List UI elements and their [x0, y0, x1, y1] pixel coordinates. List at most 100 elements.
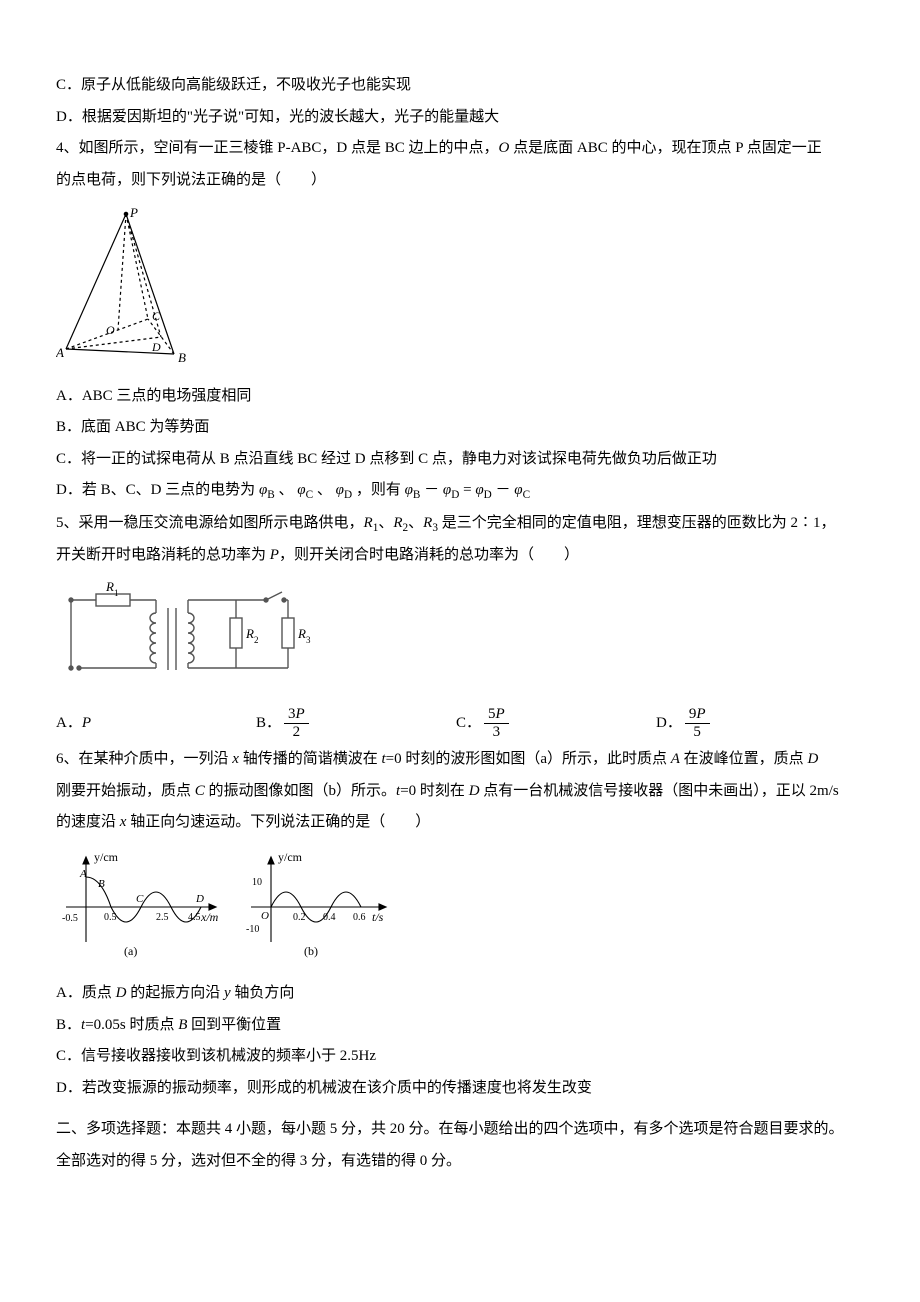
- phi-d: φD: [336, 482, 352, 498]
- q6-2d: 点有一台机械波信号接收器（图中未画出），正以 2m/s: [480, 783, 839, 799]
- q6-1a: 6、在某种介质中，一列沿: [56, 751, 232, 767]
- svg-text:O: O: [261, 910, 269, 922]
- svg-text:C: C: [136, 893, 144, 905]
- q6-option-d: D．若改变振源的振动频率，则形成的机械波在该介质中的传播速度也将发生改变: [56, 1073, 864, 1105]
- q5-R2: R2: [393, 515, 408, 531]
- eq-minus1: －: [424, 482, 439, 498]
- q4-option-c: C．将一正的试探电荷从 B 点沿直线 BC 经过 D 点移到 C 点，静电力对该…: [56, 444, 864, 476]
- q4d-pre: D．若 B、C、D 三点的电势为: [56, 482, 255, 498]
- q5b-pre: B．: [256, 708, 281, 740]
- svg-text:(a): (a): [124, 944, 137, 958]
- section-2-header: 二、多项选择题：本题共 4 小题，每小题 5 分，共 20 分。在每小题给出的四…: [56, 1114, 864, 1177]
- q6a-D: D: [116, 985, 127, 1001]
- q6-2a: 刚要开始振动，质点: [56, 783, 195, 799]
- eq-r1: φD: [475, 482, 491, 498]
- q4-stem-text-1b: 点是底面 ABC 的中心，现在顶点 P 点固定一正: [509, 140, 821, 156]
- q5-options: A． P B． 3P 2 C． 5P 3 D． 9P 5: [56, 706, 864, 740]
- eq-r2: φC: [514, 482, 530, 498]
- q5d-frac: 9P 5: [685, 706, 710, 740]
- q4-option-d: D．若 B、C、D 三点的电势为 φB 、 φC 、 φD ，则有 φB － φ…: [56, 475, 864, 508]
- q3-option-d: D．根据爱因斯坦的"光子说"可知，光的波长越大，光子的能量越大: [56, 102, 864, 134]
- q6-x1: x: [232, 751, 239, 767]
- eq-eq: =: [463, 482, 471, 498]
- q4-stem-text-1: 4、如图所示，空间有一正三棱锥 P-ABC，D 点是 BC 边上的中点，: [56, 140, 499, 156]
- svg-text:A: A: [79, 868, 87, 880]
- q4-option-a: A．ABC 三点的电场强度相同: [56, 381, 864, 413]
- svg-text:-10: -10: [246, 924, 259, 935]
- q4-O-var: O: [499, 140, 510, 156]
- q6-option-a: A．质点 D 的起振方向沿 y 轴负方向: [56, 978, 864, 1010]
- q5-sep2: 、: [408, 515, 423, 531]
- q5c-frac: 5P 3: [484, 706, 509, 740]
- sec2-line1: 二、多项选择题：本题共 4 小题，每小题 5 分，共 20 分。在每小题给出的四…: [56, 1114, 864, 1146]
- svg-text:R2: R2: [245, 626, 258, 645]
- q6-stem-line1: 6、在某种介质中，一列沿 x 轴传播的简谐横波在 t=0 时刻的波形图如图（a）…: [56, 744, 864, 776]
- q6-1b: 轴传播的简谐横波在: [239, 751, 382, 767]
- q6b-end: 回到平衡位置: [187, 1017, 281, 1033]
- q6b-pre: B．: [56, 1017, 81, 1033]
- q5b-frac: 3P 2: [284, 706, 309, 740]
- q6a-pre: A．质点: [56, 985, 116, 1001]
- q5-P: P: [270, 547, 279, 563]
- sep1: 、: [279, 482, 294, 498]
- eq-minus2: －: [496, 482, 511, 498]
- q6-A1: A: [671, 751, 680, 767]
- q4-figure: P A B C D O: [56, 204, 864, 377]
- q6-3a: 的速度沿: [56, 814, 120, 830]
- svg-text:B: B: [178, 350, 186, 364]
- q6-stem-line2: 刚要开始振动，质点 C 的振动图像如图（b）所示。t=0 时刻在 D 点有一台机…: [56, 776, 864, 808]
- q5-stem-line1: 5、采用一稳压交流电源给如图所示电路供电，R1、R2、R3 是三个完全相同的定值…: [56, 508, 864, 541]
- sep2: 、: [317, 482, 332, 498]
- q6-option-c: C．信号接收器接收到该机械波的频率小于 2.5Hz: [56, 1041, 864, 1073]
- svg-text:A: A: [56, 345, 64, 360]
- phi-b: φB: [259, 482, 275, 498]
- q5-option-d: D． 9P 5: [656, 706, 856, 740]
- q5d-pre: D．: [656, 708, 682, 740]
- svg-text:0.5: 0.5: [104, 912, 117, 923]
- q6-1c: =0 时刻的波形图如图（a）所示，此时质点: [386, 751, 671, 767]
- svg-text:C: C: [152, 309, 161, 323]
- q6a-y: y: [224, 985, 231, 1001]
- q5-figure: R1 R2 R3: [56, 580, 864, 703]
- q6-2c: =0 时刻在: [400, 783, 468, 799]
- q6a-mid: 的起振方向沿: [126, 985, 224, 1001]
- q5-option-c: C． 5P 3: [456, 706, 656, 740]
- eq-l1: φB: [405, 482, 421, 498]
- q5-option-b: B． 3P 2: [256, 706, 456, 740]
- svg-text:D: D: [151, 340, 161, 354]
- q6b-mid: =0.05s 时质点: [85, 1017, 178, 1033]
- svg-text:x/m: x/m: [200, 910, 219, 924]
- q5-stem-line2: 开关断开时电路消耗的总功率为 P，则开关闭合时电路消耗的总功率为（ ）: [56, 540, 864, 572]
- q5-option-a: A． P: [56, 708, 256, 740]
- q4-stem-line1: 4、如图所示，空间有一正三棱锥 P-ABC，D 点是 BC 边上的中点，O 点是…: [56, 133, 864, 165]
- q5-stem-2pre: 开关断开时电路消耗的总功率为: [56, 547, 270, 563]
- svg-text:B: B: [98, 878, 105, 890]
- q6-D2: D: [469, 783, 480, 799]
- svg-text:0.2: 0.2: [293, 912, 306, 923]
- svg-text:2.5: 2.5: [156, 912, 169, 923]
- q4-stem-line2: 的点电荷，则下列说法正确的是（ ）: [56, 165, 864, 197]
- q5-sep1: 、: [378, 515, 393, 531]
- q6-1d: 在波峰位置，质点: [680, 751, 808, 767]
- q6-C1: C: [195, 783, 205, 799]
- svg-text:y/cm: y/cm: [278, 850, 303, 864]
- svg-text:10: 10: [252, 877, 262, 888]
- phi-c: φC: [297, 482, 313, 498]
- svg-text:0.4: 0.4: [323, 912, 336, 923]
- q6-3b: 轴正向匀速运动。下列说法正确的是（ ）: [126, 814, 430, 830]
- svg-text:P: P: [129, 205, 138, 220]
- svg-text:0.6: 0.6: [353, 912, 366, 923]
- eq-l2: φD: [443, 482, 459, 498]
- svg-text:O: O: [106, 323, 115, 337]
- q6a-end: 轴负方向: [231, 985, 295, 1001]
- q5a-pre: A．: [56, 708, 82, 740]
- svg-text:y/cm: y/cm: [94, 850, 119, 864]
- q5-R3: R3: [423, 515, 438, 531]
- svg-text:4.5: 4.5: [188, 912, 201, 923]
- q4d-mid: ，则有: [356, 482, 401, 498]
- q6-figure: y/cm x/m A B C D -0.5 0.5 2.5 4.5 (a) y/…: [56, 847, 864, 975]
- svg-text:R3: R3: [297, 626, 311, 645]
- sec2-line2: 全部选对的得 5 分，选对但不全的得 3 分，有选错的得 0 分。: [56, 1146, 864, 1178]
- q5-R1: R1: [364, 515, 379, 531]
- svg-text:(b): (b): [304, 944, 318, 958]
